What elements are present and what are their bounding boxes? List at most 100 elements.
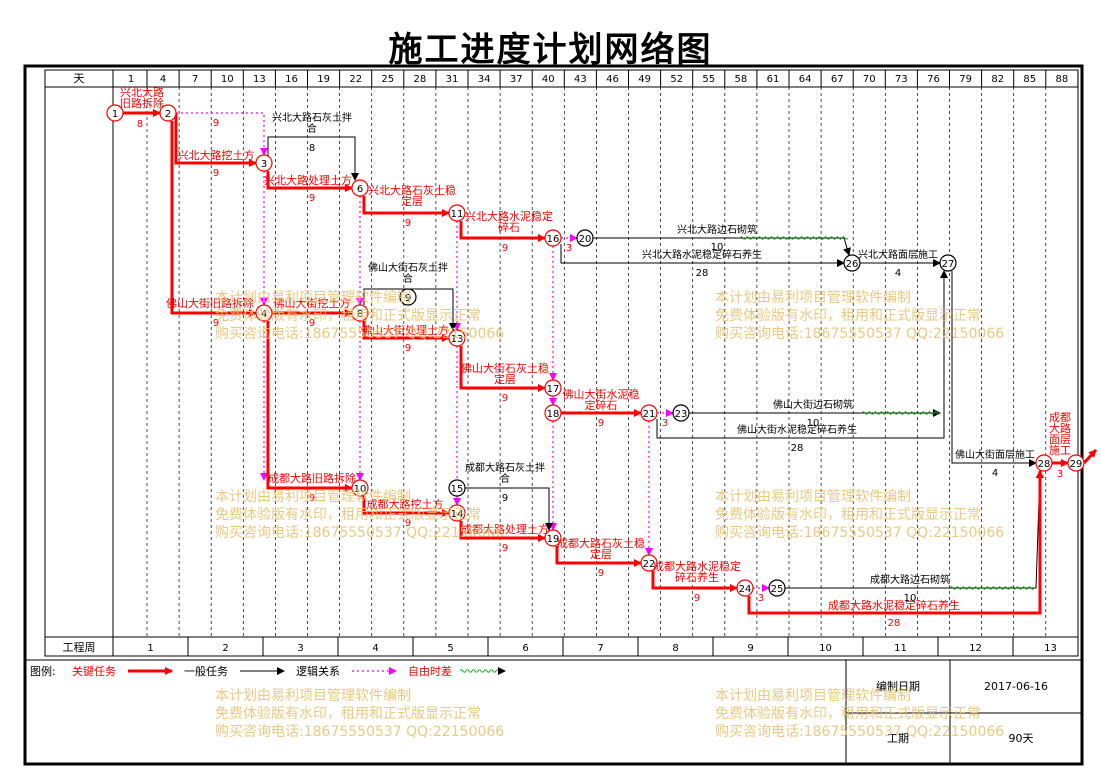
task-arrow	[1082, 448, 1098, 465]
event-node-number: 28	[1038, 459, 1051, 470]
event-node-number: 24	[739, 584, 752, 595]
event-node: 15	[448, 479, 466, 497]
day-label: 79	[959, 74, 972, 85]
event-node-number: 13	[451, 334, 464, 345]
task-arrow	[555, 546, 642, 567]
day-label: 64	[799, 74, 812, 85]
event-node-circle	[448, 504, 466, 522]
task-duration-label: 9	[405, 343, 411, 354]
task-arrow	[593, 237, 851, 256]
watermark: 本计划由易利项目管理软件编制 免费体验版有水印，租用和正式版显示正常 购买咨询电…	[715, 489, 1005, 541]
event-node-circle	[672, 404, 690, 422]
task-duration-label: 4	[992, 468, 998, 479]
day-label: 70	[863, 74, 876, 85]
week-label: 6	[522, 643, 528, 654]
event-node-circle	[939, 254, 957, 272]
event-node-number: 16	[547, 234, 560, 245]
event-node-number: 20	[579, 234, 592, 245]
task-name-label: 佛山大街旧路拆除	[166, 296, 254, 310]
task-duration-label: 9	[502, 243, 508, 254]
event-node: 25	[768, 579, 786, 597]
day-label: 10	[221, 74, 234, 85]
watermark: 本计划由易利项目管理软件编制 免费体验版有水印，租用和正式版显示正常 购买咨询电…	[215, 290, 505, 342]
event-node: 18	[544, 404, 562, 422]
event-node-number: 23	[675, 409, 688, 420]
event-node-number: 29	[1070, 459, 1083, 470]
event-node: 28	[1035, 454, 1053, 472]
event-node: 19	[544, 529, 562, 547]
task-arrow	[174, 113, 257, 167]
event-node-circle	[1067, 454, 1085, 472]
task-duration-label: 10	[807, 418, 820, 429]
watermark: 本计划由易利项目管理软件编制 免费体验版有水印，租用和正式版显示正常 购买咨询电…	[715, 290, 1005, 342]
task-name-label: 兴北大路石灰土稳定层	[368, 183, 456, 208]
free-float-wave	[949, 586, 1035, 590]
day-label: 73	[895, 74, 908, 85]
task-name-label: 成都大路边石砌筑	[870, 573, 950, 586]
event-node-number: 27	[942, 259, 955, 270]
task-name-label: 兴北大路旧路拆除	[120, 85, 164, 110]
event-node-circle	[768, 579, 786, 597]
task-duration-label: 9	[405, 218, 411, 229]
event-node: 21	[640, 404, 658, 422]
day-label: 61	[767, 74, 780, 85]
event-node-circle	[106, 104, 124, 122]
event-node-number: 8	[357, 309, 363, 320]
task-arrow	[170, 121, 257, 317]
free-float-label: 3	[662, 418, 668, 429]
event-node-circle	[544, 229, 562, 247]
task-name-label: 成都大路处理土方	[461, 522, 549, 536]
legend-prefix: 图例:	[30, 664, 56, 678]
task-name-label: 兴北大路面层施工	[858, 248, 938, 261]
day-label: 22	[349, 74, 362, 85]
event-node: 3	[255, 154, 273, 172]
day-label: 16	[285, 74, 298, 85]
event-node-number: 25	[771, 584, 784, 595]
task-duration-label: 8	[137, 119, 143, 130]
task-duration-label: 9	[309, 493, 315, 504]
legend-normal-label: 一般任务	[184, 665, 228, 678]
week-label: 2	[222, 643, 228, 654]
task-duration-label: 28	[696, 268, 709, 279]
event-node: 22	[640, 554, 658, 572]
task-name-label: 兴北大路处理土方	[264, 173, 352, 187]
event-node-circle	[448, 479, 466, 497]
day-label: 13	[253, 74, 266, 85]
event-node-circle	[544, 379, 562, 397]
task-name-label: 佛山大街挖土方	[274, 296, 351, 310]
event-node-circle	[255, 154, 273, 172]
event-node-number: 6	[357, 184, 363, 195]
free-float-label: 3	[566, 243, 572, 254]
task-duration-label: 9	[213, 168, 219, 179]
event-node: 20	[576, 229, 594, 247]
task-name-label: 成都大路面层施工	[1049, 411, 1071, 457]
watermark: 本计划由易利项目管理软件编制 免费体验版有水印，租用和正式版显示正常 购买咨询电…	[715, 688, 1005, 740]
day-label: 49	[638, 74, 651, 85]
week-label: 8	[672, 643, 678, 654]
week-label: 9	[747, 643, 753, 654]
day-label: 28	[414, 74, 427, 85]
day-label: 37	[510, 74, 523, 85]
week-header-label: 工程周	[63, 641, 96, 654]
task-name-label: 成都大路石灰土稳定层	[557, 536, 645, 561]
task-name-label: 兴北大路水泥稳定碎石养生	[642, 248, 762, 261]
event-node-number: 15	[451, 484, 464, 495]
task-name-label: 佛山大街水泥稳定碎石养生	[737, 423, 857, 436]
day-label: 1	[128, 74, 134, 85]
day-label: 34	[478, 74, 491, 85]
day-label: 76	[927, 74, 940, 85]
event-node-circle	[640, 404, 658, 422]
day-label: 40	[542, 74, 555, 85]
event-node-number: 10	[354, 484, 367, 495]
task-duration-label: 4	[895, 268, 901, 279]
day-label: 31	[446, 74, 459, 85]
task-name-label: 成都大路水泥稳定碎石养生	[653, 559, 741, 584]
task-duration-label: 9	[405, 293, 411, 304]
week-label: 10	[819, 643, 832, 654]
event-node: 6	[351, 179, 369, 197]
info-duration-value: 90天	[1009, 732, 1034, 745]
free-float-wave	[861, 411, 941, 415]
logic-link	[176, 112, 268, 156]
day-label: 55	[702, 74, 715, 85]
event-node: 13	[448, 329, 466, 347]
